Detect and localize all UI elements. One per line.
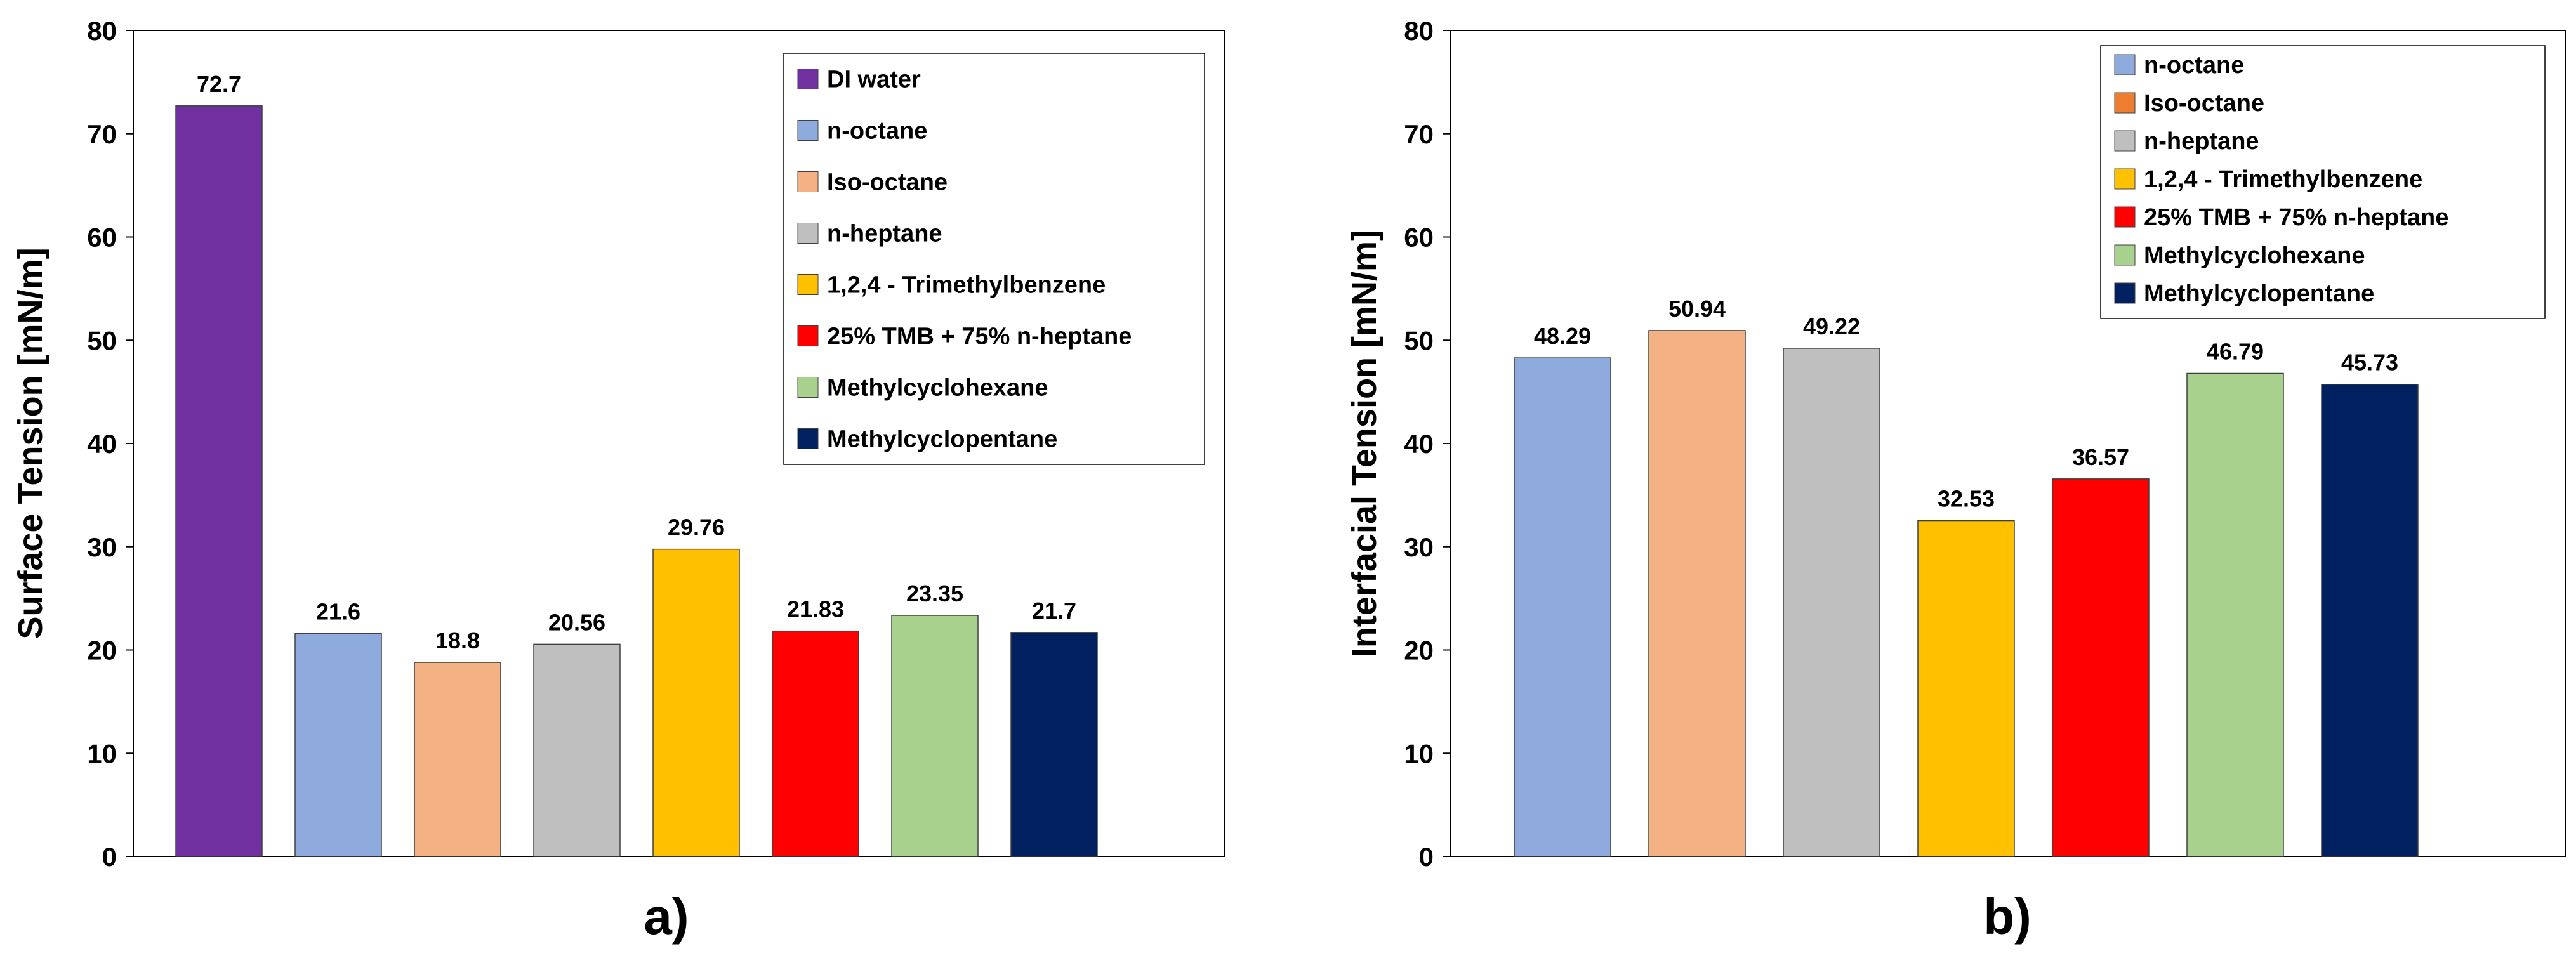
legend-entry: 1,2,4 - Trimethylbenzene [827, 272, 1106, 299]
y-tick-label: 70 [87, 119, 117, 149]
legend-swatch [797, 171, 819, 192]
legend-swatch [2114, 168, 2136, 190]
legend-swatch [797, 69, 819, 89]
bar-methylcyclopentane [1010, 632, 1098, 857]
legend-entry: n-octane [2144, 52, 2244, 79]
y-tick-label: 10 [87, 738, 117, 768]
legend-swatch [797, 120, 819, 141]
chart-panel-a: 0 10 20 30 40 50 60 70 80 Surface Tension [mN/m] 7… [11, 16, 1225, 945]
bar-value-label: 21.6 [316, 598, 360, 624]
legend-entry: 1,2,4 - Trimethylbenzene [2144, 166, 2422, 193]
y-axis-title: Surface Tension [mN/m] [11, 247, 50, 639]
legend-entry: Methylcyclohexane [827, 375, 1048, 402]
legend-swatch [2114, 92, 2136, 114]
bar-methylcyclohexane [891, 615, 979, 857]
bar-value-label: 36.57 [2072, 444, 2129, 470]
legend-box [2100, 45, 2546, 319]
panel-label: a) [644, 888, 689, 945]
bar-n-heptane [1783, 348, 1880, 857]
bar-25-tmb-75-n-heptane [2052, 478, 2150, 857]
legend-swatch [2114, 244, 2136, 266]
panel-label: b) [1983, 888, 2031, 945]
legend: DI water n-octane Iso-octane n-heptane 1,2,4… [783, 53, 1205, 465]
bar-n-octane [1514, 357, 1611, 857]
legend-entry: Methylcyclopentane [827, 426, 1057, 453]
bar-1-2-4-trimethylbenzene [652, 548, 740, 857]
y-tick-label: 50 [1404, 325, 1434, 355]
bar-methylcyclohexane [2186, 372, 2284, 857]
y-tick-label: 30 [87, 532, 117, 562]
y-tick-label: 20 [1404, 636, 1434, 666]
y-tick-label: 20 [87, 636, 117, 666]
y-tick-label: 80 [87, 16, 117, 46]
legend: n-octane Iso-octane n-heptane 1,2,4 - Trime… [2100, 45, 2546, 319]
legend-entry: Iso-octane [827, 169, 948, 196]
bar-value-label: 23.35 [906, 581, 963, 607]
y-tick-label: 50 [87, 325, 117, 355]
legend-swatch [2114, 282, 2136, 304]
y-tick-label: 60 [1404, 223, 1434, 253]
bar-value-label: 45.73 [2341, 350, 2398, 376]
bar-value-label: 49.22 [1803, 313, 1860, 339]
y-tick-label: 30 [1404, 532, 1434, 562]
bar-value-label: 72.7 [197, 71, 241, 97]
legend-swatch [2114, 206, 2136, 228]
legend-entry: Methylcyclopentane [2144, 280, 2374, 307]
legend-swatch [797, 274, 819, 295]
y-tick-label: 10 [1404, 738, 1434, 768]
y-tick-label: 60 [87, 223, 117, 253]
y-axis-title: Interfacial Tension [mN/m] [1345, 230, 1384, 657]
bar-iso-octane [414, 662, 501, 857]
bar-value-label: 21.83 [787, 596, 844, 622]
chart-panel-b: 0 10 20 30 40 50 60 70 80 Interfacial Tension [mN… [1345, 16, 2566, 945]
legend-box [783, 53, 1205, 465]
y-tick-label: 40 [1404, 429, 1434, 459]
legend-entry: Iso-octane [2144, 90, 2264, 117]
bar-value-label: 50.94 [1668, 296, 1726, 322]
bar-n-octane [294, 633, 382, 857]
bar-value-label: 20.56 [548, 609, 605, 635]
bar-n-heptane [533, 643, 621, 857]
legend-swatch [2114, 54, 2136, 75]
bar-value-label: 32.53 [1938, 486, 1995, 512]
bar-value-label: 18.8 [435, 627, 480, 653]
bar-di-water [175, 105, 263, 857]
legend-swatch [797, 223, 819, 244]
bar-methylcyclopentane [2321, 383, 2419, 857]
bar-value-label: 46.79 [2207, 338, 2264, 364]
bar-1-2-4-trimethylbenzene [1917, 520, 2015, 857]
legend-entry: 25% TMB + 75% n-heptane [827, 324, 1132, 350]
y-tick-label: 80 [1404, 16, 1434, 46]
bar-value-label: 48.29 [1534, 323, 1591, 349]
bar-iso-octane [1648, 330, 1746, 857]
bar-25-tmb-75-n-heptane [772, 630, 859, 857]
legend-entry: 25% TMB + 75% n-heptane [2144, 204, 2448, 231]
legend-swatch [797, 377, 819, 398]
bar-value-label: 29.76 [668, 515, 725, 541]
legend-swatch [797, 428, 819, 449]
legend-entry: n-heptane [827, 221, 942, 247]
y-tick-label: 40 [87, 429, 117, 459]
bar-value-label: 21.7 [1032, 598, 1076, 624]
legend-entry: DI water [827, 67, 921, 93]
y-tick-label: 70 [1404, 119, 1434, 149]
legend-entry: Methylcyclohexane [2144, 242, 2365, 269]
y-tick-label: 0 [1419, 842, 1434, 872]
legend-swatch [2114, 130, 2136, 152]
legend-entry: n-heptane [2144, 128, 2259, 155]
legend-swatch [797, 325, 819, 346]
legend-entry: n-octane [827, 118, 927, 145]
y-tick-label: 0 [102, 842, 117, 872]
